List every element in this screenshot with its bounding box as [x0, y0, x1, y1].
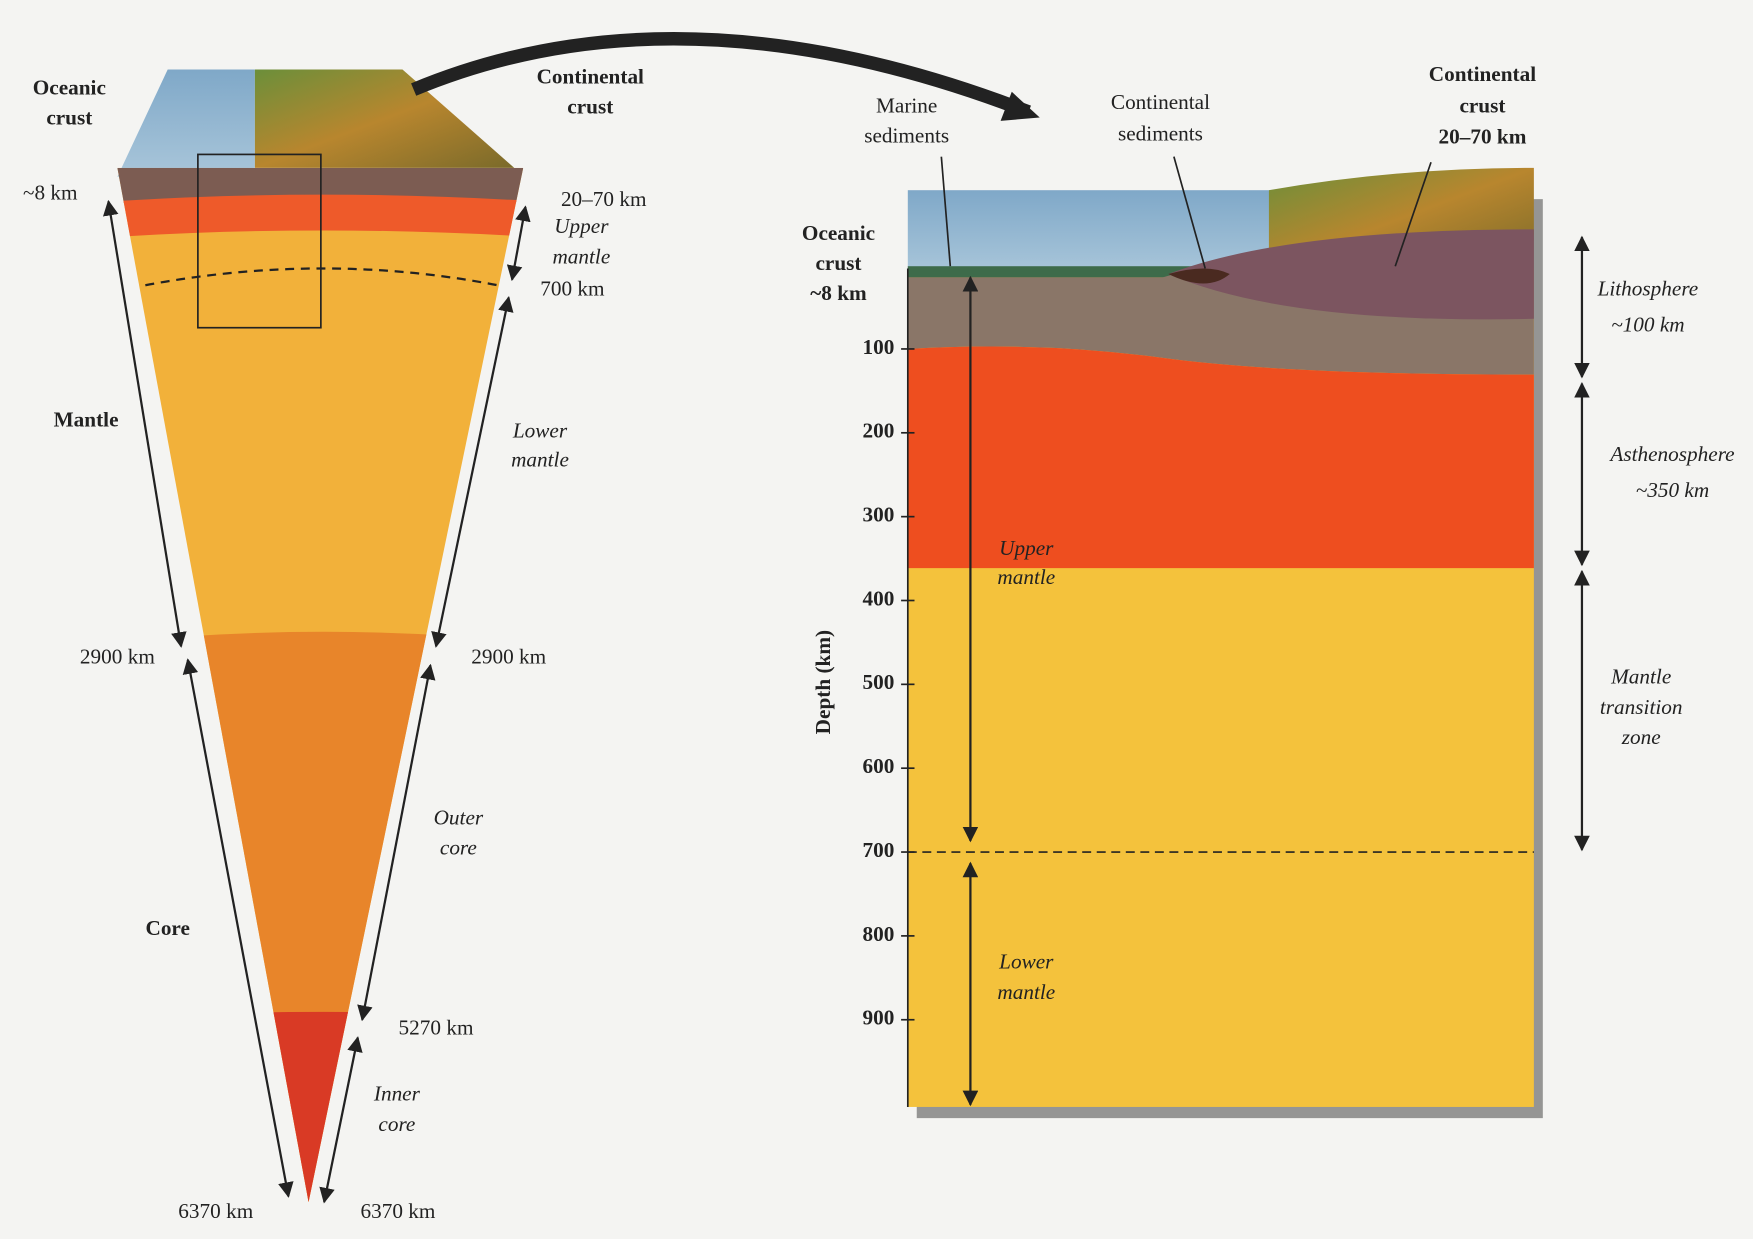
oceanic-crust-label: crust: [815, 251, 861, 275]
depth-label: 6370 km: [178, 1199, 253, 1223]
depth-label: 700 km: [540, 277, 605, 301]
upper-mantle-label: mantle: [552, 244, 610, 268]
depth-label: 2900 km: [471, 645, 546, 669]
transition-zone-label: zone: [1621, 725, 1661, 749]
marine-sediments-label: Marine: [876, 93, 937, 117]
upper-mantle-label: Upper: [999, 536, 1054, 560]
upper-mantle-label: mantle: [997, 565, 1055, 589]
diagram: Oceanic crust Continental crust ~8 km 20–70 k…: [0, 0, 1753, 1239]
continental-crust-label: crust: [567, 94, 613, 118]
inner-core-label: core: [378, 1112, 415, 1136]
depth-label: 2900 km: [80, 645, 155, 669]
axis-title: Depth (km): [811, 630, 835, 734]
depth-label: ~8 km: [23, 181, 78, 205]
transition-zone-label: transition: [1600, 695, 1683, 719]
lower-mantle-label: mantle: [997, 980, 1055, 1004]
mantle-label: Mantle: [54, 407, 119, 431]
lithosphere-label: Lithosphere: [1597, 277, 1699, 301]
outer-core-label: core: [440, 836, 477, 860]
transition-zone-label: Mantle: [1610, 665, 1671, 689]
depth-label: 6370 km: [361, 1199, 436, 1223]
continental-sediments-label: sediments: [1118, 121, 1203, 145]
depth-label: 20–70 km: [561, 187, 647, 211]
oceanic-crust-label: crust: [46, 106, 92, 130]
outer-core-label: Outer: [434, 805, 484, 829]
lithosphere-label: ~100 km: [1611, 312, 1684, 336]
marine-sediments-label: sediments: [864, 124, 949, 148]
depth-tick-label: 200: [863, 419, 895, 443]
depth-tick-label: 800: [863, 922, 895, 946]
continental-crust-label: Continental: [537, 64, 644, 88]
inner-core-label: Inner: [373, 1082, 421, 1106]
asthenosphere-label: Asthenosphere: [1608, 442, 1734, 466]
lower-mantle-label: mantle: [511, 448, 569, 472]
asthenosphere-label: ~350 km: [1636, 478, 1709, 502]
continental-crust-label: crust: [1459, 93, 1505, 117]
upper-mantle-label: Upper: [554, 214, 609, 238]
core-label: Core: [145, 916, 189, 940]
lower-mantle-label: Lower: [512, 419, 568, 443]
continental-crust-label: Continental: [1429, 62, 1536, 86]
depth-tick-label: 300: [863, 503, 895, 527]
depth-tick-label: 900: [863, 1006, 895, 1030]
depth-section: [908, 157, 1582, 1118]
depth-tick-label: 600: [863, 754, 895, 778]
page: { "left": { "oceanic_crust": ["Oceanic",…: [0, 0, 1753, 1239]
oceanic-crust-label: ~8 km: [810, 281, 867, 305]
depth-label: 5270 km: [399, 1016, 474, 1040]
depth-tick-label: 700: [863, 838, 895, 862]
depth-tick-label: 400: [863, 586, 895, 610]
continental-sediments-label: Continental: [1111, 90, 1210, 114]
depth-tick-label: 100: [863, 335, 895, 359]
depth-tick-label: 500: [863, 670, 895, 694]
continental-crust-label: 20–70 km: [1438, 125, 1526, 149]
oceanic-crust-label: Oceanic: [33, 75, 106, 99]
lower-mantle-label: Lower: [998, 950, 1054, 974]
oceanic-crust-label: Oceanic: [802, 221, 875, 245]
